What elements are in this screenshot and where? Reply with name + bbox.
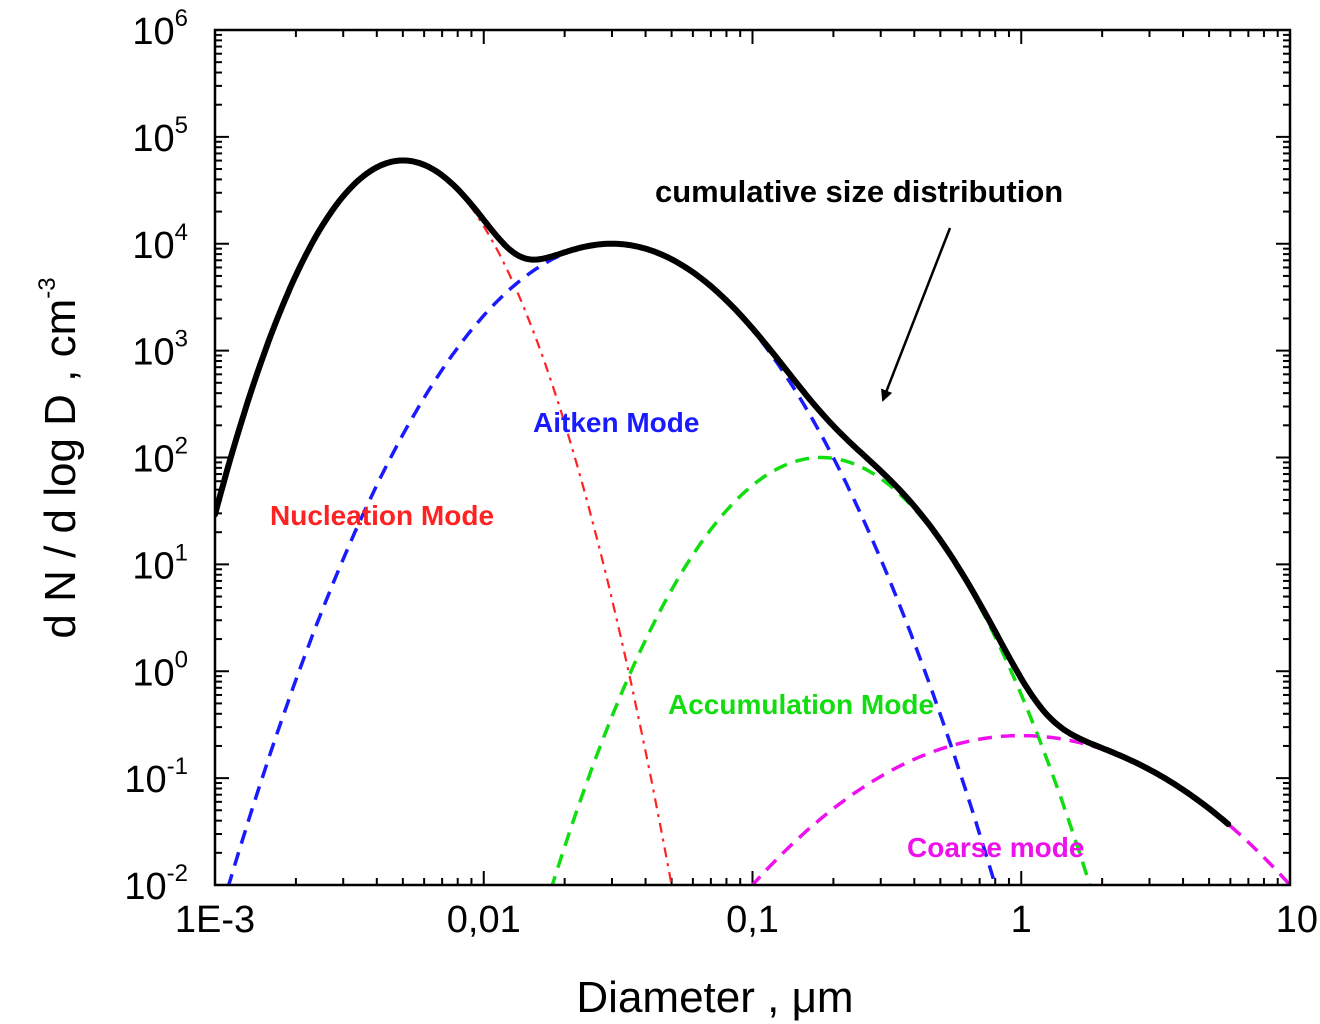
x-axis-label: Diameter , μm (576, 973, 853, 1022)
y-tick-label: 10-2 (124, 860, 188, 908)
y-tick-label: 100 (132, 646, 188, 694)
nucleation-mode-label: Nucleation Mode (270, 500, 494, 531)
cumulative-distribution-label: cumulative size distribution (655, 174, 1063, 209)
y-axis-label: d N / d log D , cm-3 (34, 277, 85, 638)
x-tick-label: 10 (1276, 899, 1318, 941)
mode-curve-2 (550, 455, 1092, 885)
coarse-mode-label: Coarse mode (907, 832, 1084, 863)
mode-curve-3 (750, 733, 1290, 885)
plot-frame (213, 28, 1292, 887)
cumulative-curve (215, 157, 1232, 828)
x-tick-label: 1E-3 (175, 899, 255, 941)
y-tick-label: 106 (132, 5, 188, 53)
mode-curve-1 (226, 242, 998, 885)
accumulation-mode-label: Accumulation Mode (668, 689, 934, 720)
y-tick-label: 10-1 (124, 753, 188, 801)
tick-labels: 1E-3 0,01 0,1 1 10 10-2 10-1 100 101 102 103 104 105… (124, 5, 1318, 941)
mode-curve-0 (215, 159, 673, 885)
x-tick-label: 0,01 (447, 899, 521, 941)
y-tick-label: 104 (132, 219, 188, 267)
y-tick-label: 105 (132, 112, 188, 160)
y-tick-label: 102 (132, 433, 188, 481)
distribution-curves (215, 157, 1290, 885)
y-tick-label: 101 (132, 539, 188, 587)
y-tick-label: 103 (132, 326, 188, 374)
x-tick-label: 0,1 (726, 899, 779, 941)
x-tick-label: 1 (1011, 899, 1032, 941)
cumulative-arrow (881, 227, 952, 402)
aitken-mode-label: Aitken Mode (533, 407, 699, 438)
